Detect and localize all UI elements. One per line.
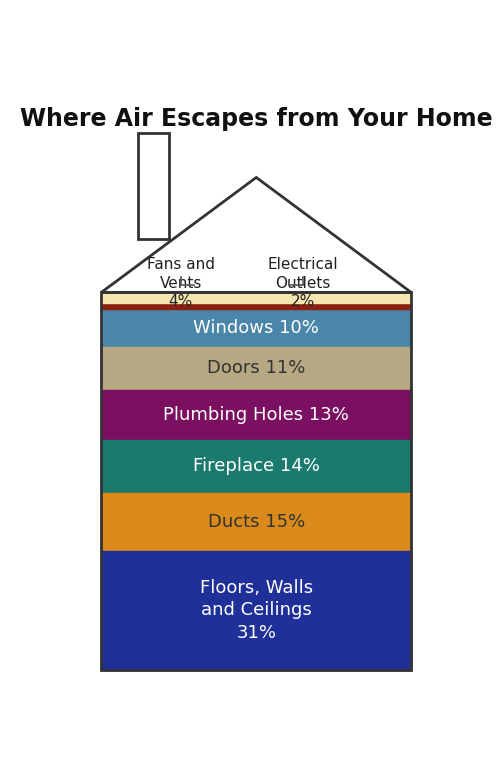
Bar: [101, 293, 411, 303]
Text: Doors 11%: Doors 11%: [207, 359, 306, 378]
Text: Floors, Walls
and Ceilings
31%: Floors, Walls and Ceilings 31%: [200, 579, 313, 642]
Bar: [101, 390, 411, 440]
Bar: [101, 493, 411, 551]
Text: Windows 10%: Windows 10%: [194, 319, 319, 337]
Bar: [101, 309, 411, 347]
Text: Where Air Escapes from Your Home: Where Air Escapes from Your Home: [20, 106, 492, 131]
Bar: [101, 347, 411, 390]
Polygon shape: [101, 178, 411, 293]
Bar: [101, 440, 411, 493]
Text: Fans and
Vents
4%: Fans and Vents 4%: [146, 257, 214, 309]
Text: Ducts 15%: Ducts 15%: [208, 513, 305, 531]
Bar: [138, 133, 169, 239]
Bar: [101, 303, 411, 309]
Bar: [101, 551, 411, 670]
Text: Electrical
Outlets
2%: Electrical Outlets 2%: [268, 257, 338, 309]
Text: Plumbing Holes 13%: Plumbing Holes 13%: [164, 405, 349, 424]
Text: Fireplace 14%: Fireplace 14%: [193, 457, 320, 476]
